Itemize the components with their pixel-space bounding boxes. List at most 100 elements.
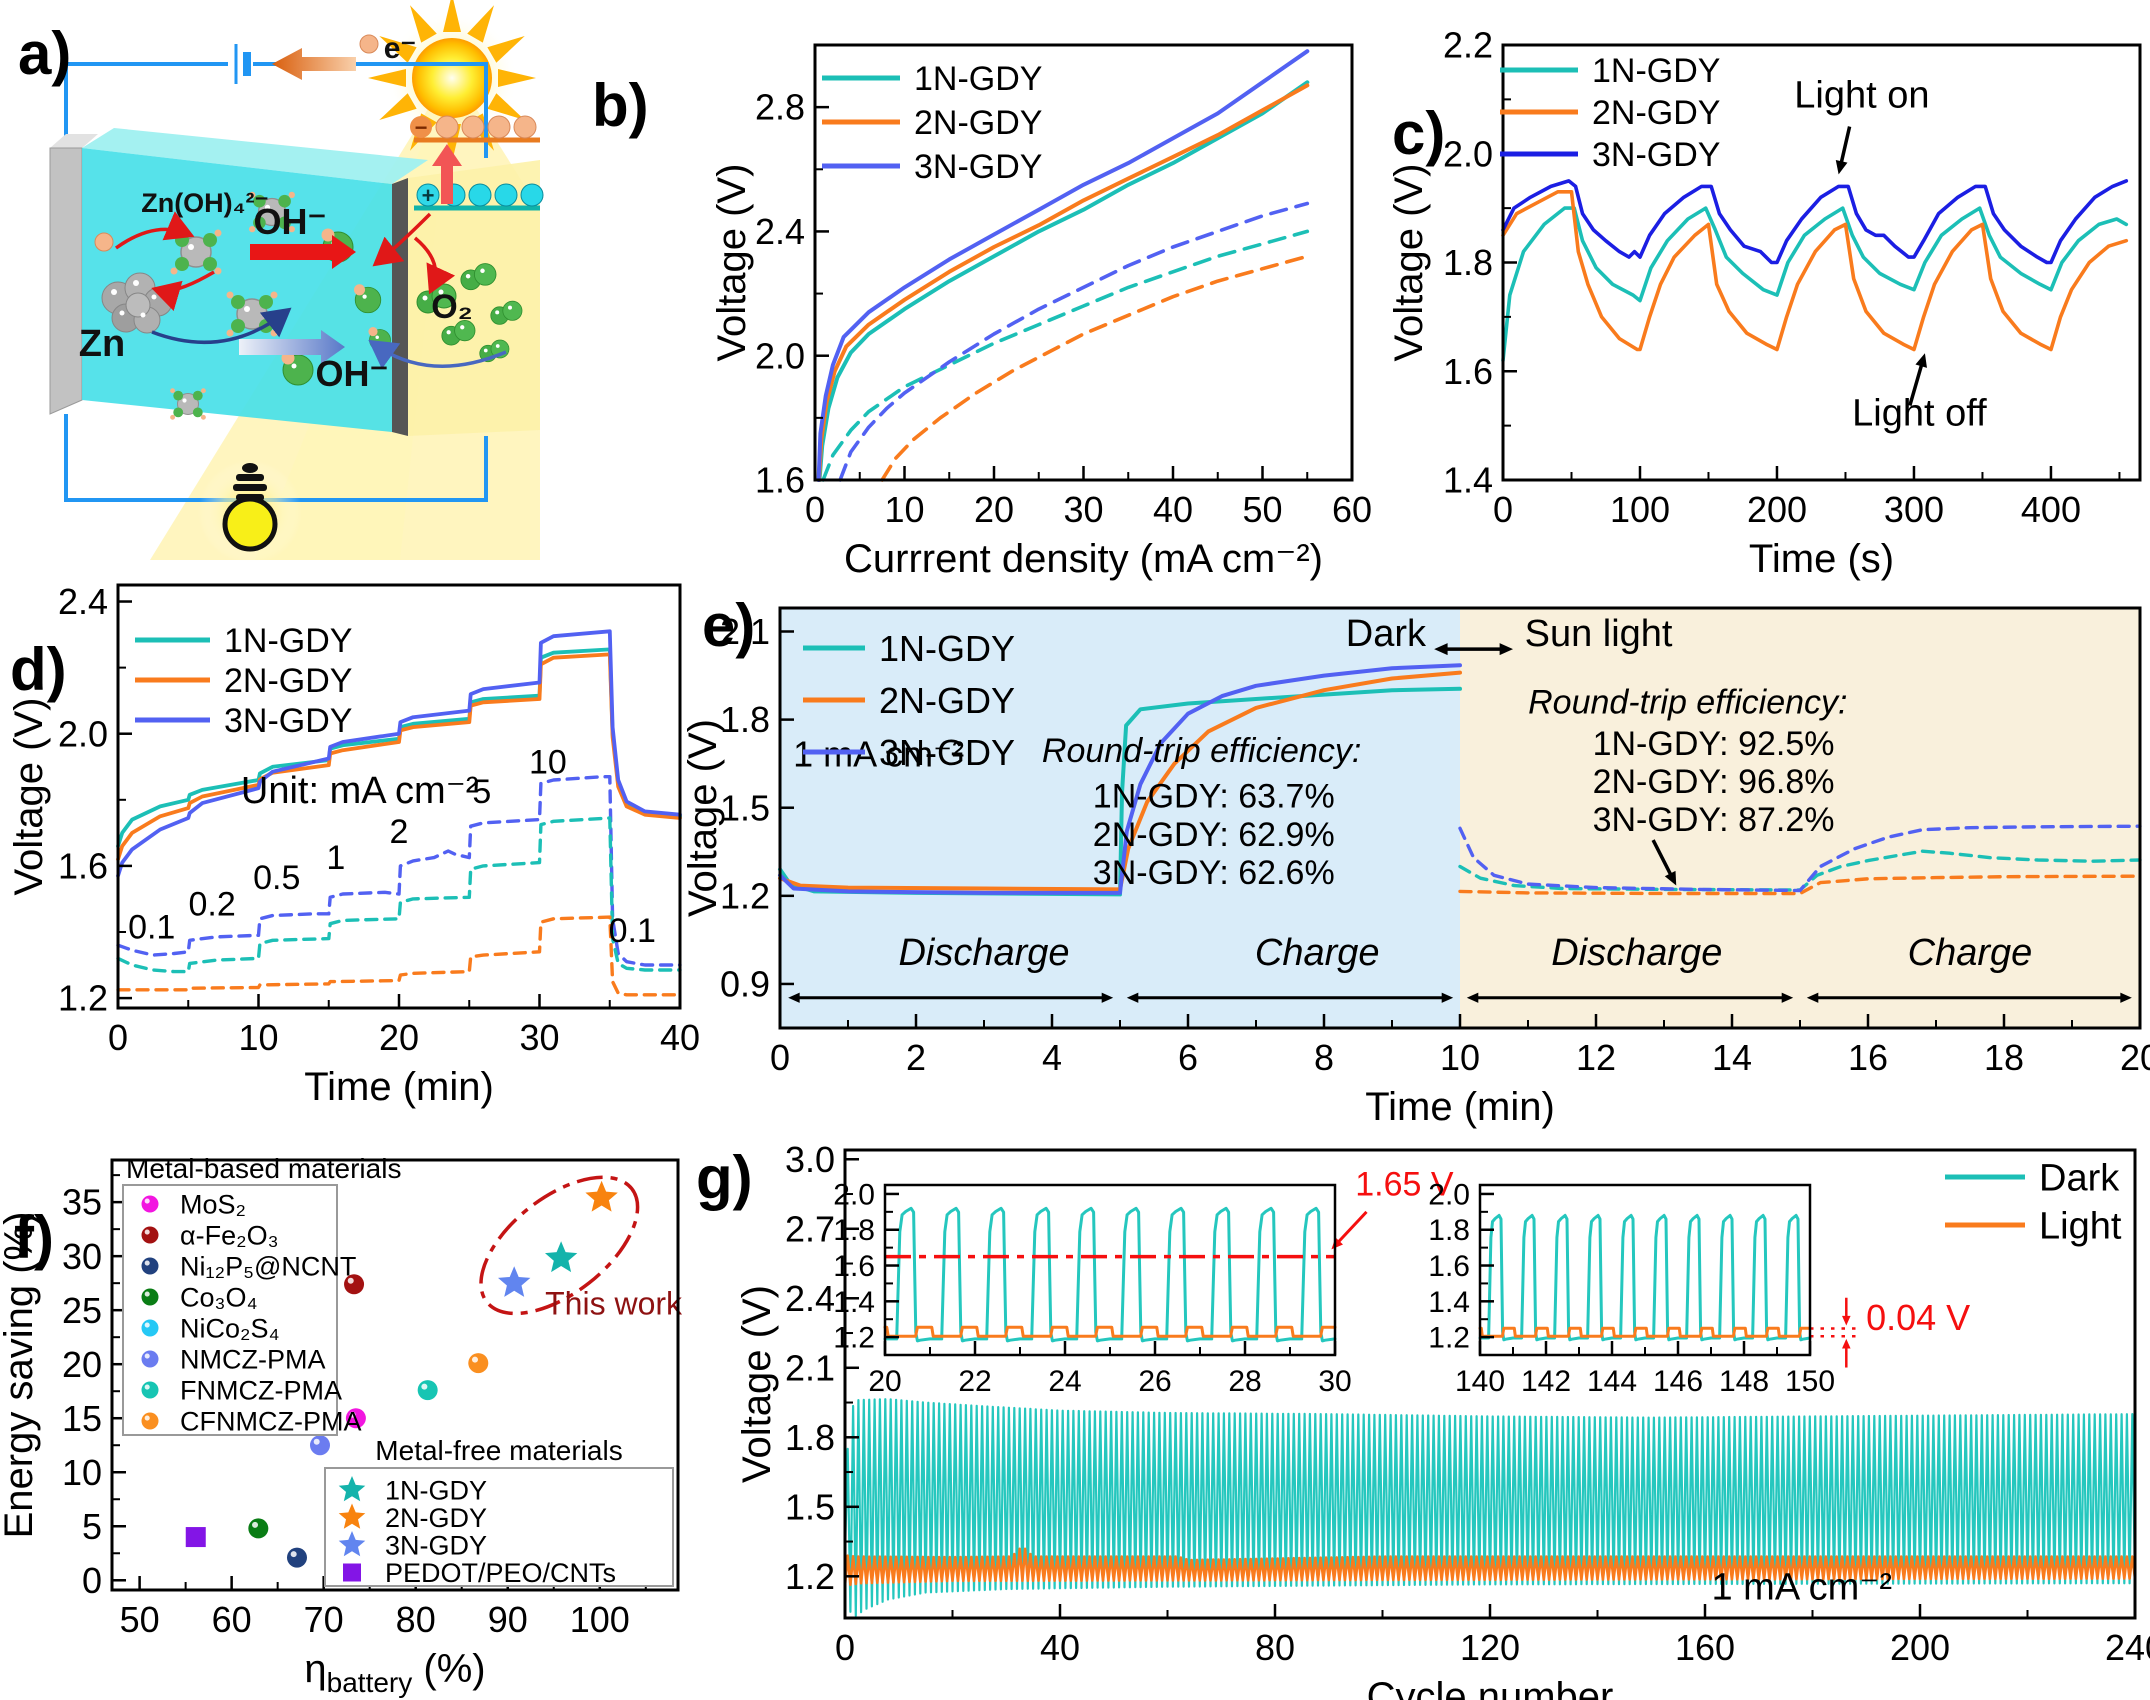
legend-label: 2N-GDY [879,680,1015,721]
legend-label: α-Fe₂O₃ [180,1221,279,1251]
annotation-text: Charge [1255,932,1380,974]
series-3N-GDY [1501,179,2129,265]
minus-label: − [415,115,428,140]
circle-marker [141,1381,159,1399]
panel-label-c: c) [1392,100,1446,167]
star-marker [338,1531,366,1557]
zn-complex-label: Zn(OH)₄²⁻ [141,188,269,218]
annotation-text: This work [545,1285,683,1321]
x-tick-label: 200 [1747,489,1807,530]
x-tick-label: 4 [1042,1037,1062,1078]
annotation-text: 1 [326,839,345,877]
oxidation-arrow [413,236,456,295]
zn-electrode [49,147,83,415]
series-1N-GDY [1501,206,2129,363]
y-tick-label: 2.0 [755,335,805,376]
x-tick-label: 20 [379,1017,419,1058]
series-2N-GDY light [880,254,1310,482]
legend-label: 3N-GDY [385,1531,487,1561]
y-tick-label: 1.4 [1443,460,1493,501]
chart-f-comparison: This work 50 60 70 80 90 100 0 5 10 15 20 25 30 35 ηbat… [0,1153,683,1698]
series-Light cycling [843,1547,2137,1587]
y-tick-label: 2.0 [833,1178,875,1211]
panel-label-a: a) [18,20,72,87]
panel-label-b: b) [592,72,649,139]
series-Dark [1478,1213,1812,1342]
star-marker [498,1266,531,1297]
x-tick-label: 8 [1314,1037,1334,1078]
panel-label-d: d) [10,636,67,703]
y-tick-label: 2.8 [755,87,805,128]
x-tick-label: 10 [884,489,924,530]
series-1N-GDY charge [817,80,1310,482]
y-tick-label: 0 [82,1560,102,1601]
annotation-text: Round-trip efficiency: [1042,732,1361,770]
series-3N-GDY charge [116,629,682,878]
x-tick-label: 40 [660,1017,700,1058]
legend-label: Ni₁₂P₅@NCNT [180,1252,356,1282]
annotation-text: 3N-GDY: 87.2% [1593,801,1835,839]
y-tick-label: 1.4 [833,1286,875,1319]
square-marker [343,1563,361,1582]
legend-label: 1N-GDY [914,60,1042,98]
circle-marker [286,1547,307,1568]
annotation-text: Charge [1908,932,2033,974]
legend-label: 2N-GDY [914,104,1042,142]
y-tick-label: 3.0 [785,1139,835,1180]
x-tick-label: 0 [770,1037,790,1078]
legend-label: 1N-GDY [385,1476,487,1506]
x-tick-label: 400 [2021,489,2081,530]
x-tick-label: 0 [108,1017,128,1058]
ion-to-complex-arrow [114,211,195,250]
series-3N-GDY dark [778,663,1462,895]
chart-d-rate: Unit: mA cm⁻² 0.1 0.2 0.5 1 2 5 10 0.1 0 10 20 30 40 1… [7,581,700,1109]
series-Light [1478,1326,1812,1338]
x-tick-label: 120 [1460,1627,1520,1668]
series-3N-GDY sun [1458,824,2142,893]
background-region [1460,608,2140,1028]
annotation-text: Unit: mA cm⁻² [241,770,479,812]
legend-label: 1N-GDY [1592,52,1720,90]
x-tick-label: 0 [1493,489,1513,530]
x-tick-label: 2 [906,1037,926,1078]
legend-label: CFNMCZ-PMA [180,1407,361,1437]
x-tick-label: 30 [519,1017,559,1058]
annotation-text: Light on [1794,75,1929,117]
electrolyte-top [82,128,428,184]
star-marker [338,1503,366,1529]
y-tick-label: 2.2 [1443,25,1493,66]
series-3N-GDY light [838,201,1310,482]
x-tick-label: 80 [396,1599,436,1640]
legend-label: 3N-GDY [879,732,1015,773]
y-tick-label: 1.2 [785,1556,835,1597]
y-tick-label: 1.2 [1428,1322,1470,1355]
y-tick-label: 0.9 [720,964,770,1005]
legend-title: Metal-free materials [375,1435,622,1466]
y-tick-label: 2.4 [755,211,805,252]
star-marker [585,1180,618,1212]
x-tick-label: 100 [570,1599,630,1640]
y-tick-label: 1.8 [1428,1214,1470,1247]
x-tick-label: 80 [1255,1627,1295,1668]
x-tick-label: 30 [1318,1365,1351,1398]
x-tick-label: 24 [1048,1365,1081,1398]
legend-label: PEDOT/PEO/CNTs [385,1558,616,1588]
electron-label: e⁻ [384,32,417,65]
x-axis-title: Time (s) [1749,537,1894,581]
series-Dark [883,1206,1337,1343]
plot-frame [813,43,1354,482]
x-tick-label: 144 [1587,1365,1637,1398]
zn-label: Zn [79,323,125,365]
y-tick-label: 1.2 [720,875,770,916]
legend-label: 3N-GDY [224,702,352,740]
annotation-text: Light off [1852,393,1987,435]
circle-marker [248,1518,269,1539]
y-axis-title: Voltage (V) [7,698,51,896]
y-tick-label: 1.5 [720,787,770,828]
oh-forward-arrow [250,235,356,269]
annotation-text: 2N-GDY: 62.9% [1093,816,1335,854]
annotation-text: 3N-GDY: 62.6% [1093,854,1335,892]
electron-ball [359,34,379,54]
x-tick-label: 10 [238,1017,278,1058]
